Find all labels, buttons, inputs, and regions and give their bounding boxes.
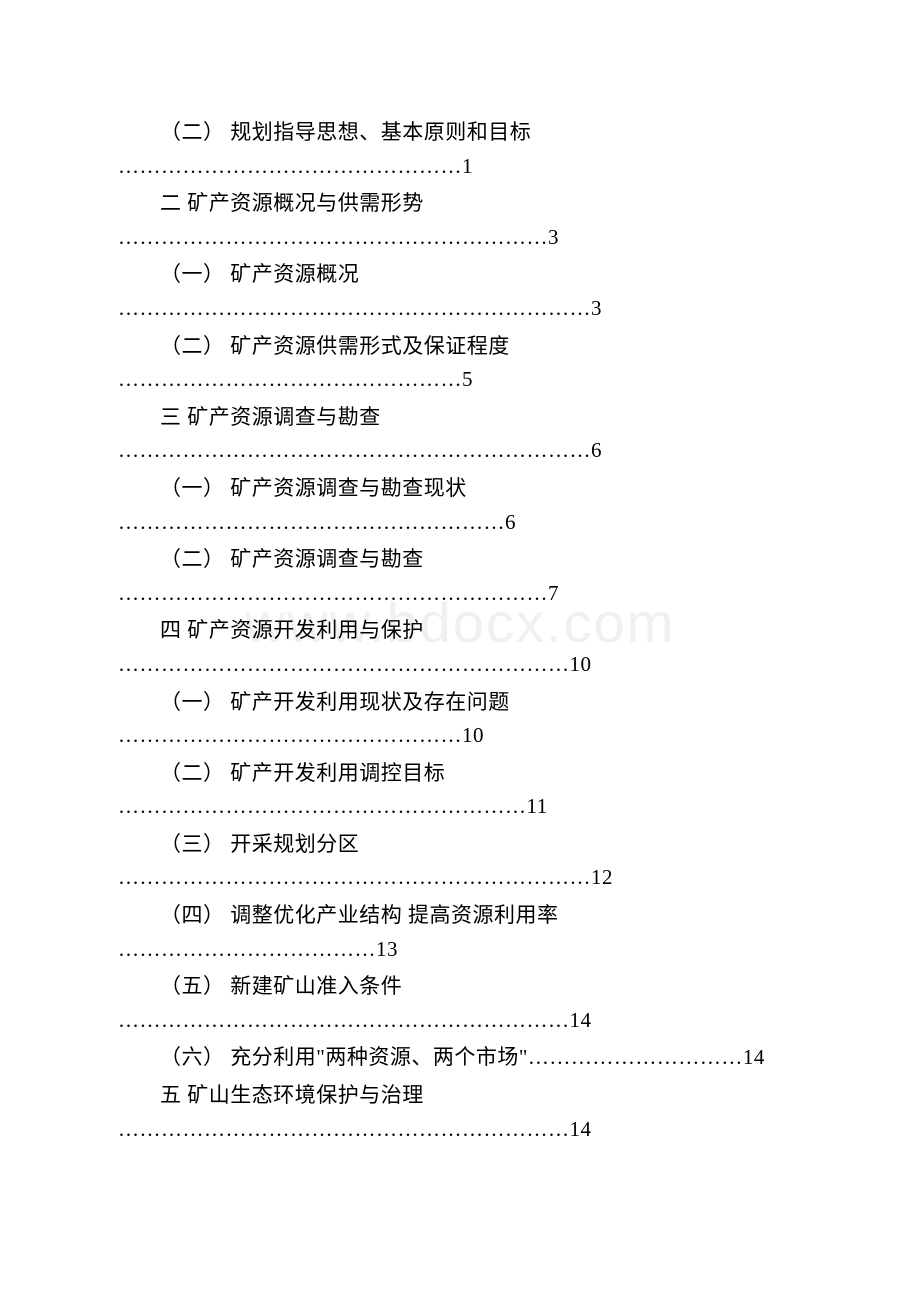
toc-entry: （四） 调整优化产业结构 提高资源利用率 ………………………………13 <box>118 899 802 966</box>
toc-entry: （二） 矿产资源调查与勘查 ……………………………………………………7 <box>118 543 802 610</box>
toc-entry: （一） 矿产开发利用现状及存在问题 …………………………………………10 <box>118 686 802 753</box>
toc-content: （二） 规划指导思想、基本原则和目标 …………………………………………1 二 矿… <box>118 116 802 1146</box>
toc-title: （二） 矿产资源调查与勘查 <box>118 543 802 577</box>
toc-leader: …………………………………………5 <box>118 363 802 397</box>
toc-entry: （六） 充分利用"两种资源、两个市场"…………………………14 <box>118 1041 802 1075</box>
toc-title: 三 矿产资源调查与勘查 <box>118 401 802 435</box>
toc-leader: ………………………………………………………10 <box>118 648 802 682</box>
toc-title: （二） 矿产开发利用调控目标 <box>118 757 802 791</box>
toc-title: 四 矿产资源开发利用与保护 <box>118 614 802 648</box>
toc-entry: 二 矿产资源概况与供需形势 ……………………………………………………3 <box>118 187 802 254</box>
toc-leader: ……………………………………………………7 <box>118 577 802 611</box>
toc-entry: （一） 矿产资源调查与勘查现状 ………………………………………………6 <box>118 472 802 539</box>
toc-entry: 四 矿产资源开发利用与保护 ………………………………………………………10 <box>118 614 802 681</box>
toc-title: （二） 规划指导思想、基本原则和目标 <box>118 116 802 150</box>
toc-leader: …………………………………………1 <box>118 150 802 184</box>
toc-leader: ………………………………13 <box>118 933 802 967</box>
toc-leader: …………………………………………………………3 <box>118 292 802 326</box>
toc-entry: （二） 规划指导思想、基本原则和目标 …………………………………………1 <box>118 116 802 183</box>
toc-leader: ………………………………………………………14 <box>118 1113 802 1147</box>
toc-leader: ……………………………………………………3 <box>118 221 802 255</box>
toc-entry: 三 矿产资源调查与勘查 …………………………………………………………6 <box>118 401 802 468</box>
toc-title: （一） 矿产资源概况 <box>118 258 802 292</box>
document-page: （二） 规划指导思想、基本原则和目标 …………………………………………1 二 矿… <box>0 0 920 1210</box>
toc-inline: （六） 充分利用"两种资源、两个市场"…………………………14 <box>118 1041 802 1075</box>
toc-leader: …………………………………………10 <box>118 719 802 753</box>
toc-title: （五） 新建矿山准入条件 <box>118 970 802 1004</box>
toc-leader: ………………………………………………………14 <box>118 1004 802 1038</box>
toc-leader: …………………………………………………………12 <box>118 861 802 895</box>
toc-entry: （一） 矿产资源概况 …………………………………………………………3 <box>118 258 802 325</box>
toc-title: （四） 调整优化产业结构 提高资源利用率 <box>118 899 802 933</box>
toc-title: （一） 矿产开发利用现状及存在问题 <box>118 686 802 720</box>
toc-entry: （二） 矿产资源供需形式及保证程度 …………………………………………5 <box>118 330 802 397</box>
toc-title: 二 矿产资源概况与供需形势 <box>118 187 802 221</box>
toc-leader: ………………………………………………6 <box>118 506 802 540</box>
toc-leader: …………………………………………………………6 <box>118 434 802 468</box>
toc-title: 五 矿山生态环境保护与治理 <box>118 1079 802 1113</box>
toc-entry: 五 矿山生态环境保护与治理 ………………………………………………………14 <box>118 1079 802 1146</box>
toc-entry: （三） 开采规划分区 …………………………………………………………12 <box>118 828 802 895</box>
toc-leader: …………………………………………………11 <box>118 790 802 824</box>
toc-title: （一） 矿产资源调查与勘查现状 <box>118 472 802 506</box>
toc-entry: （五） 新建矿山准入条件 ………………………………………………………14 <box>118 970 802 1037</box>
toc-title: （三） 开采规划分区 <box>118 828 802 862</box>
toc-title: （二） 矿产资源供需形式及保证程度 <box>118 330 802 364</box>
toc-entry: （二） 矿产开发利用调控目标 …………………………………………………11 <box>118 757 802 824</box>
